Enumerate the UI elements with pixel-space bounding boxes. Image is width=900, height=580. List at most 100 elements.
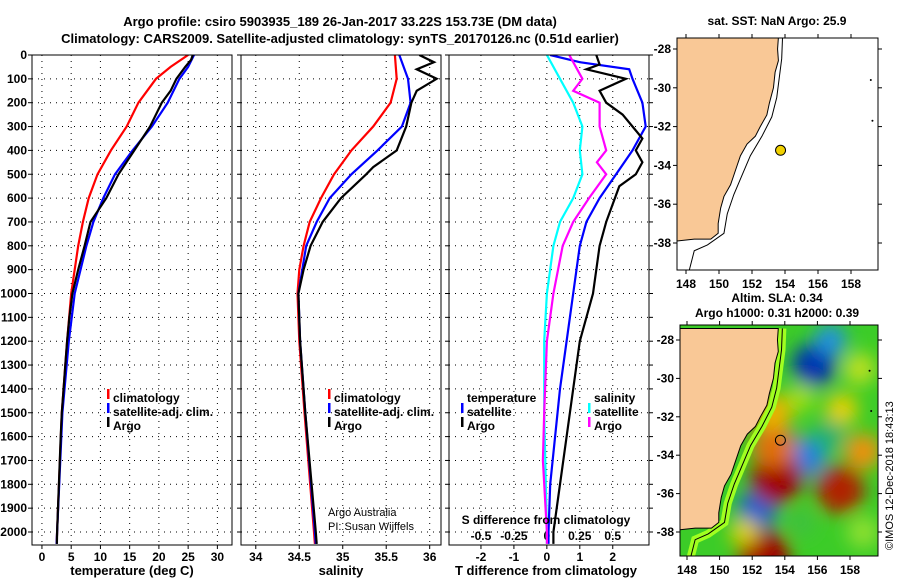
sla-anomaly-blob <box>847 516 878 548</box>
series-group <box>541 55 647 544</box>
series-line-t-argo <box>552 55 644 544</box>
panel-salinity: 34 34.5 35 35.5 36 <box>237 54 442 564</box>
lon-tick-label: 152 <box>742 563 762 577</box>
depth-tick-label: 1900 <box>0 501 27 515</box>
depth-tick-label: 300 <box>7 120 27 134</box>
legend-climatology: climatology <box>334 391 401 405</box>
lon-tick-label: 154 <box>775 563 795 577</box>
series-line-argo <box>55 55 194 544</box>
legend-swatch <box>107 403 110 413</box>
legend-swatch <box>588 403 591 413</box>
legend-swatch <box>588 417 591 427</box>
lon-tick-label: 148 <box>677 563 697 577</box>
legend-argo: Argo <box>334 419 362 433</box>
legend-swatch <box>461 417 464 427</box>
x-tick-label: 10 <box>94 550 108 564</box>
legend-swatch <box>328 417 331 427</box>
lon-tick-label: 148 <box>676 277 696 291</box>
isobath-line <box>690 328 783 556</box>
map-frame <box>679 324 879 557</box>
lon-tick-label: 150 <box>710 563 730 577</box>
lat-tick-label: -30 <box>654 81 672 95</box>
lat-tick-label: -38 <box>654 236 672 250</box>
series-line-climatology <box>55 55 189 544</box>
depth-tick-label: 600 <box>7 191 27 205</box>
legend-swatch <box>107 417 110 427</box>
lat-tick-label: -32 <box>657 410 675 424</box>
x-tick-label: 25 <box>181 550 195 564</box>
depth-tick-label: 1000 <box>0 287 27 301</box>
island <box>870 410 873 413</box>
series-line-s-argo <box>541 55 608 544</box>
argo-location-marker <box>775 144 787 156</box>
x-axis-label-salinity: salinity <box>319 563 365 578</box>
sla-map-title-1: Altim. SLA: 0.34 <box>731 291 823 305</box>
map-content <box>680 325 878 556</box>
lon-tick-label: 156 <box>807 563 827 577</box>
series-group <box>296 55 440 544</box>
credit-argo-australia: Argo Australia <box>328 507 397 519</box>
x-axis-label-temperature: temperature (deg C) <box>70 563 194 578</box>
land <box>677 38 779 242</box>
legend-swatch <box>107 389 110 399</box>
x-tick-label: -1 <box>509 550 520 564</box>
map-sst: 148 150 152 154 156 158 -28 -30 -32 -34 -36 -38 <box>654 34 882 291</box>
island <box>868 369 871 372</box>
lat-tick-label: -34 <box>657 448 675 462</box>
depth-tick-label: 0 <box>20 48 27 62</box>
legend-swatch <box>328 389 331 399</box>
s-tick-label: -0.5 <box>471 529 492 543</box>
x-tick-label: 35 <box>336 550 350 564</box>
lat-tick-label: -28 <box>654 42 672 56</box>
depth-tick-label: 500 <box>7 167 27 181</box>
legend-argo: Argo <box>113 419 141 433</box>
map-frame <box>676 37 879 271</box>
series-group <box>55 55 195 544</box>
x-tick-label: 0 <box>544 550 551 564</box>
title-line-2: Climatology: CARS2009. Satellite-adjuste… <box>61 31 619 46</box>
series-line-t-satellite <box>547 55 647 544</box>
legend-s-satellite: satellite <box>594 405 639 419</box>
legend-s-argo: Argo <box>594 419 622 433</box>
map-content <box>677 38 874 270</box>
depth-tick-label: 1300 <box>0 358 27 372</box>
sla-anomaly-blob <box>730 518 759 546</box>
x-tick-label: 30 <box>211 550 225 564</box>
lat-tick-label: -36 <box>654 197 672 211</box>
sla-anomaly-blob <box>843 352 876 385</box>
sla-field <box>730 325 878 556</box>
lat-tick-label: -38 <box>657 525 675 539</box>
s-tick-label: -0.25 <box>500 529 528 543</box>
map-sla: 148 150 152 154 156 158 -28 -30 -32 -34 -36 -38 <box>657 321 882 577</box>
x-tick-label: 20 <box>152 550 166 564</box>
lat-tick-label: -34 <box>654 158 672 172</box>
land <box>680 327 779 531</box>
lon-tick-label: 158 <box>841 277 861 291</box>
plot-frame <box>240 54 442 546</box>
sla-anomaly-blob <box>845 433 878 470</box>
depth-tick-label: 800 <box>7 239 27 253</box>
x-tick-label: 15 <box>123 550 137 564</box>
series-line-argo <box>297 55 440 544</box>
depth-tick-label: 400 <box>7 143 27 157</box>
lat-tick-label: -36 <box>657 487 675 501</box>
series-line-climatology <box>296 55 398 544</box>
sla-anomaly-blob <box>812 420 845 452</box>
sla-anomaly-blob <box>825 393 858 426</box>
lat-tick-label: -30 <box>657 371 675 385</box>
depth-tick-label: 1400 <box>0 382 27 396</box>
sla-map-title-2: Argo h1000: 0.31 h2000: 0.39 <box>695 306 859 320</box>
depth-tick-label: 700 <box>7 215 27 229</box>
lat-tick-label: -32 <box>654 120 672 134</box>
legend-swatch <box>461 403 464 413</box>
sla-anomaly-blob <box>816 465 865 514</box>
sla-anomaly-blob <box>751 423 796 468</box>
s-axis-label: S difference from climatology <box>462 513 631 527</box>
x-tick-label: 0 <box>39 550 46 564</box>
island <box>869 79 872 82</box>
depth-tick-label: 1700 <box>0 453 27 467</box>
lon-tick-label: 154 <box>775 277 795 291</box>
plot-frame <box>31 54 233 546</box>
x-axis-label-tdiff: T difference from climatology <box>455 563 638 578</box>
depth-tick-label: 900 <box>7 263 27 277</box>
